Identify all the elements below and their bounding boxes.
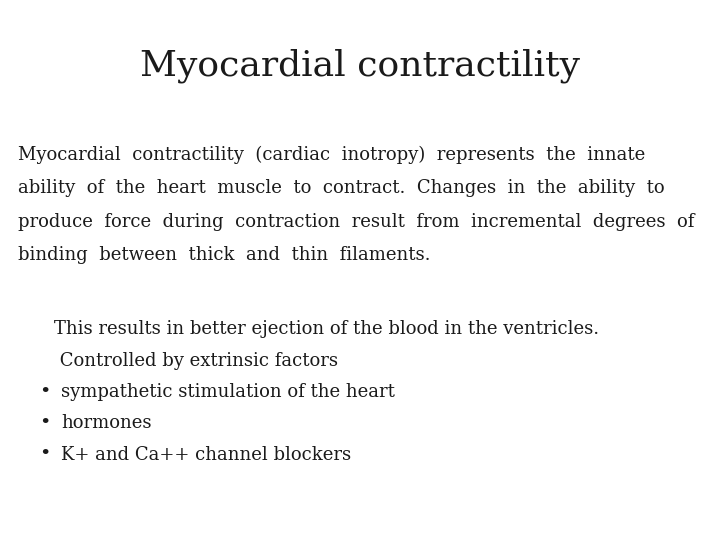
Text: produce  force  during  contraction  result  from  incremental  degrees  of: produce force during contraction result … <box>18 213 694 231</box>
Text: •: • <box>40 446 51 463</box>
Text: ability  of  the  heart  muscle  to  contract.  Changes  in  the  ability  to: ability of the heart muscle to contract.… <box>18 179 665 197</box>
Text: Myocardial  contractility  (cardiac  inotropy)  represents  the  innate: Myocardial contractility (cardiac inotro… <box>18 146 645 164</box>
Text: Controlled by extrinsic factors: Controlled by extrinsic factors <box>54 352 338 369</box>
Text: Myocardial contractility: Myocardial contractility <box>140 49 580 83</box>
Text: This results in better ejection of the blood in the ventricles.: This results in better ejection of the b… <box>54 320 599 338</box>
Text: sympathetic stimulation of the heart: sympathetic stimulation of the heart <box>61 383 395 401</box>
Text: K+ and Ca++ channel blockers: K+ and Ca++ channel blockers <box>61 446 351 463</box>
Text: •: • <box>40 414 51 432</box>
Text: binding  between  thick  and  thin  filaments.: binding between thick and thin filaments… <box>18 246 431 264</box>
Text: hormones: hormones <box>61 414 152 432</box>
Text: •: • <box>40 383 51 401</box>
